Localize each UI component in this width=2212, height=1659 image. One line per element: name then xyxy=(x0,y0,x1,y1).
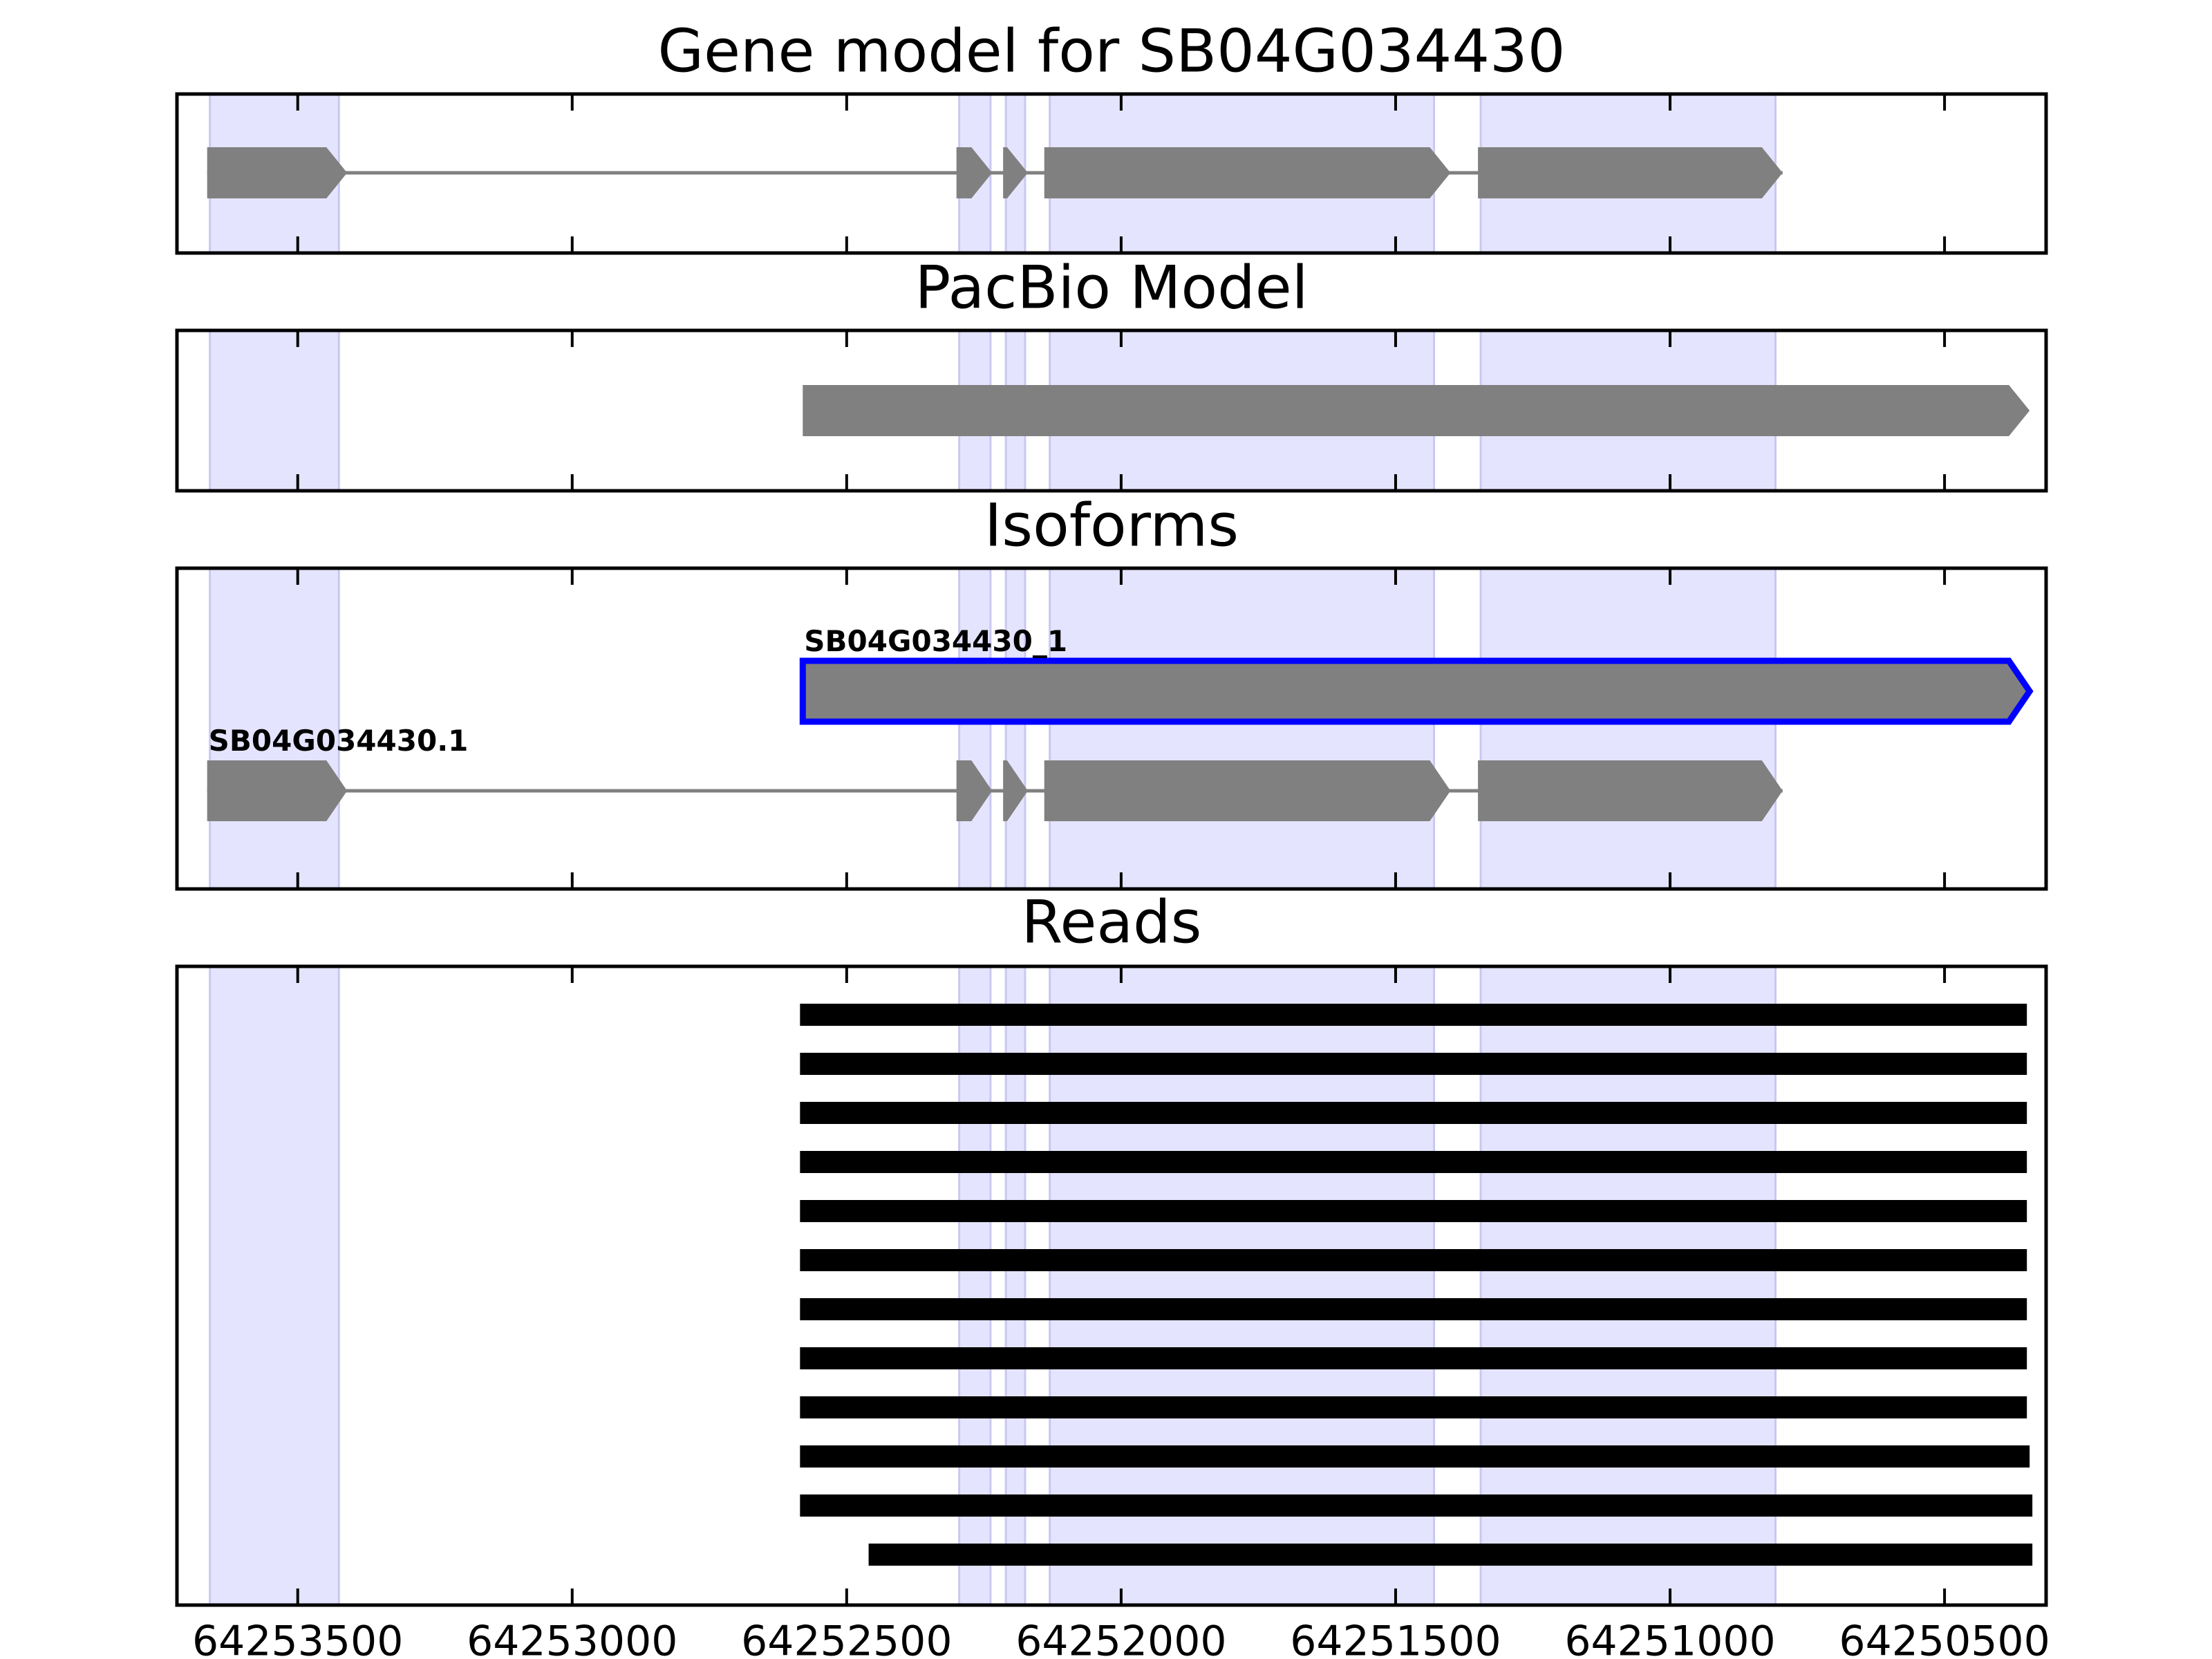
exon-block xyxy=(1478,760,1783,821)
panel-gene-1: PacBio Model xyxy=(175,253,2048,493)
shaded-exon-region xyxy=(958,567,992,890)
x-tick-label: 64252500 xyxy=(741,1618,952,1659)
read-bar xyxy=(800,1200,2027,1222)
read-bar xyxy=(800,1151,2027,1173)
panel-reads-3: Reads 64253500 64253000 64252500 64252000 642… xyxy=(175,888,2050,1659)
exon-block xyxy=(1478,147,1783,198)
axes-frame xyxy=(175,566,2048,891)
x-tick-label: 64253000 xyxy=(467,1618,677,1659)
read-bar xyxy=(800,1053,2027,1075)
exon-block xyxy=(1003,147,1028,198)
shaded-exon-region xyxy=(209,329,340,492)
shaded-exon-region xyxy=(209,965,340,1606)
x-tick-label: 64250500 xyxy=(1839,1618,2050,1659)
read-bar xyxy=(800,1249,2027,1271)
axes-frame xyxy=(175,328,2048,493)
read-bar xyxy=(800,1004,2027,1026)
exon-block xyxy=(956,147,993,198)
exon-block xyxy=(803,385,2030,436)
read-bar xyxy=(800,1445,2030,1468)
read-bar xyxy=(800,1347,2027,1369)
x-tick-label: 64253500 xyxy=(192,1618,403,1659)
panel-gene-0: Gene model for SB04G034430 xyxy=(175,17,2048,255)
read-bar xyxy=(868,1544,2033,1566)
panel-title: PacBio Model xyxy=(915,253,1308,322)
read-bar xyxy=(800,1396,2027,1418)
read-bar xyxy=(800,1298,2027,1320)
exon-block xyxy=(956,760,993,821)
exon-block xyxy=(1044,147,1451,198)
panel-title: Reads xyxy=(1022,888,1202,957)
exon-block xyxy=(1044,760,1451,821)
read-bar xyxy=(800,1494,2033,1517)
isoform-label: SB04G034430_1 xyxy=(804,624,1067,658)
panel-isoforms-2: Isoforms SB04G034430_1 SB04G034430.1 xyxy=(175,491,2048,891)
x-tick-label: 64252000 xyxy=(1015,1618,1226,1659)
shaded-exon-region xyxy=(1004,567,1027,890)
shaded-exon-region xyxy=(1479,567,1777,890)
highlighted-exon-block xyxy=(799,657,2034,725)
x-tick-label: 64251000 xyxy=(1564,1618,1775,1659)
shaded-exon-region xyxy=(1049,567,1436,890)
axes-frame xyxy=(175,92,2048,255)
exon-block xyxy=(207,147,348,198)
panel-title: Isoforms xyxy=(984,491,1239,560)
isoform-label: SB04G034430.1 xyxy=(209,724,469,758)
x-tick-label: 64251500 xyxy=(1290,1618,1501,1659)
axes-frame xyxy=(175,964,2048,1607)
exon-block xyxy=(1003,760,1028,821)
read-bar xyxy=(800,1102,2027,1124)
panel-title: Gene model for SB04G034430 xyxy=(658,17,1566,86)
exon-block xyxy=(207,760,348,821)
